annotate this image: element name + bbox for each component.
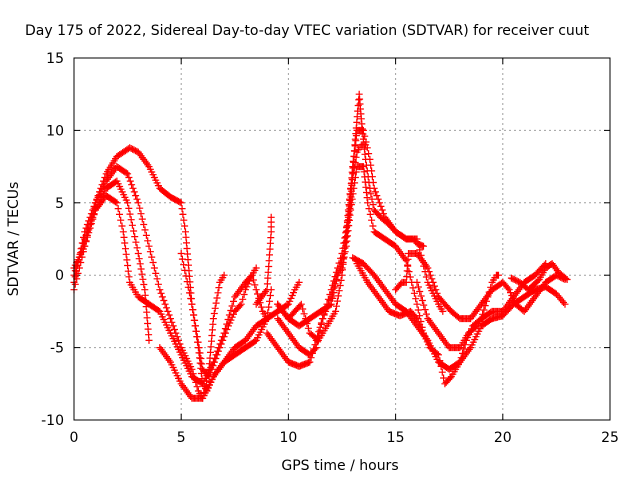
x-tick-label: 25 [601,430,619,446]
series-markers [274,141,370,344]
x-tick-label: 10 [279,430,297,446]
series-markers [156,286,275,402]
series-track-17 [507,260,571,294]
y-tick-label: -5 [50,341,64,357]
series-track-11 [274,141,370,344]
series-track-15 [413,271,502,352]
series-track-5 [156,286,275,402]
series-track-16 [488,283,569,323]
series-markers [177,250,260,381]
y-tick-label: 5 [55,196,64,212]
y-tick-label: 10 [46,123,64,139]
y-tick-label: 15 [46,51,64,67]
x-tick-label: 5 [177,430,186,446]
series-track-7 [252,213,275,308]
data-series [70,90,571,402]
y-tick-label: -10 [41,413,64,429]
x-tick-label: 15 [387,430,405,446]
x-tick-label: 20 [494,430,512,446]
series-markers [252,213,275,308]
series-markers [507,260,571,294]
x-axis-label: GPS time / hours [281,458,398,474]
chart-title: Day 175 of 2022, Sidereal Day-to-day VTE… [25,23,590,39]
series-track-6 [177,250,260,381]
series-markers [413,271,502,352]
series-markers [488,283,569,323]
y-axis-label: SDTVAR / TECUs [6,182,22,297]
grid-lines [74,58,610,420]
y-tick-label: 0 [55,268,64,284]
x-tick-label: 0 [70,430,79,446]
plot-frame [73,57,611,421]
